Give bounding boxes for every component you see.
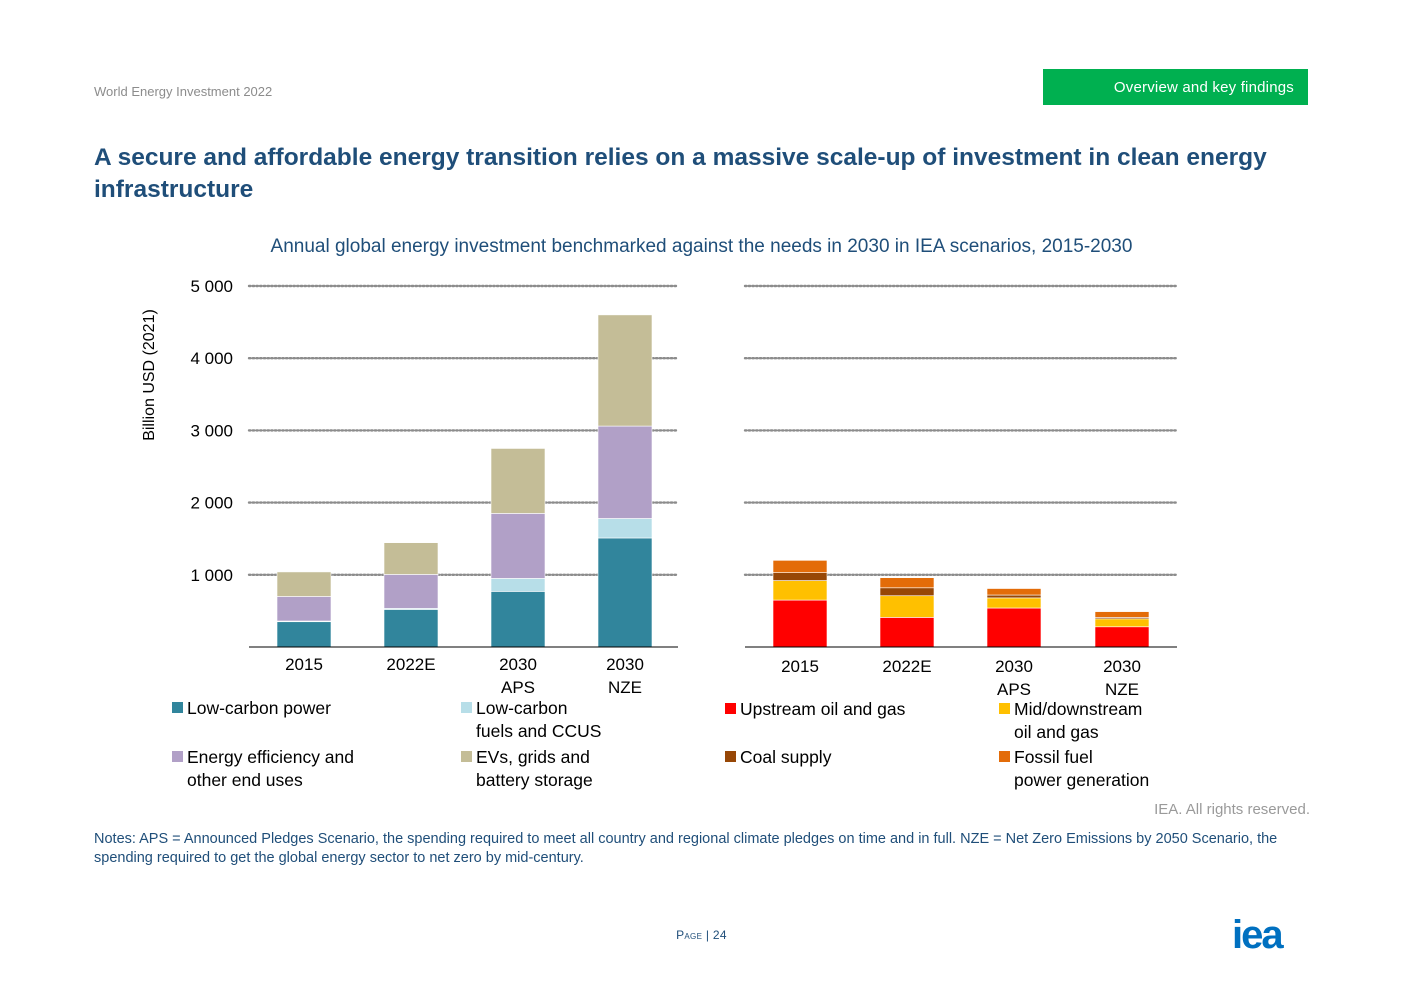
legend-label: Low-carbon power xyxy=(187,697,331,720)
section-tab[interactable]: Overview and key findings xyxy=(1043,69,1308,105)
legend-label-line: Energy efficiency and xyxy=(187,747,355,767)
legend-label-line: oil and gas xyxy=(1014,722,1099,742)
x-tick-label: 2030 xyxy=(1103,657,1141,676)
legend-swatch xyxy=(999,703,1010,714)
legend-swatch xyxy=(725,751,736,762)
rights-notice: IEA. All rights reserved. xyxy=(1154,801,1310,818)
y-axis-label: Billion USD (2021) xyxy=(141,309,158,441)
legend-label-line: Low-carbon power xyxy=(187,698,331,718)
legend-swatch xyxy=(461,702,472,713)
page-label: Page xyxy=(676,928,703,942)
y-tick-label: 2 000 xyxy=(190,494,233,513)
publication-title: World Energy Investment 2022 xyxy=(94,84,273,99)
legend-label: Fossil fuel power generation xyxy=(1014,746,1149,792)
legend-label: Energy efficiency and other end uses xyxy=(187,746,354,792)
bar-segment xyxy=(772,560,828,573)
bar-segment xyxy=(986,588,1042,596)
chart-notes: Notes: APS = Announced Pledges Scenario,… xyxy=(94,831,1278,866)
legend-swatch xyxy=(172,702,183,713)
page-number-value: 24 xyxy=(712,928,727,942)
bar-segment xyxy=(597,518,653,539)
bar-segment xyxy=(879,587,935,597)
legend-label-line: Coal supply xyxy=(740,747,832,767)
bar-segment xyxy=(1094,611,1150,618)
bar-segment xyxy=(879,577,935,589)
bar-segment xyxy=(1094,626,1150,648)
bar-segment xyxy=(986,607,1042,648)
legend-label-line: Mid/downstream xyxy=(1014,699,1143,719)
x-tick-label: APS xyxy=(997,680,1031,699)
legend-label-line: other end uses xyxy=(187,770,303,790)
bar-segment xyxy=(772,572,828,581)
iea-logo: iea xyxy=(1232,917,1286,951)
legend-swatch xyxy=(172,751,183,762)
bar-segment xyxy=(986,597,1042,609)
logo-text: iea xyxy=(1232,917,1284,951)
bar-segment xyxy=(772,599,828,648)
bar-segment xyxy=(986,594,1042,599)
x-tick-label: 2022E xyxy=(386,655,435,674)
bar-segment xyxy=(276,596,332,622)
legend-label-line: EVs, grids and xyxy=(476,747,590,767)
legend-swatch xyxy=(461,751,472,762)
page-number: Page | 24 xyxy=(0,928,1403,942)
legend-label-line: power generation xyxy=(1014,770,1150,790)
x-tick-label: 2030 xyxy=(606,655,644,674)
y-tick-label: 3 000 xyxy=(190,421,233,440)
y-tick-label: 1 000 xyxy=(190,566,233,585)
x-tick-label: NZE xyxy=(608,678,642,697)
legend-label: Mid/downstream oil and gas xyxy=(1014,698,1142,744)
bar-segment xyxy=(490,448,546,514)
legend-label-line: battery storage xyxy=(476,770,593,790)
bar-segment xyxy=(383,574,439,609)
bar-segment xyxy=(490,591,546,648)
chart-title-text: Annual global energy investment benchmar… xyxy=(270,236,1133,257)
bar-segment xyxy=(879,595,935,618)
chart-title: Annual global energy investment benchmar… xyxy=(0,236,1403,258)
chart-area: 1 000 2 000 3 000 4 000 5 000 2015 2022E 2030 AP… xyxy=(141,277,1179,699)
y-tick-label: 5 000 xyxy=(190,277,233,296)
bar-segment xyxy=(879,617,935,648)
bar-segment xyxy=(490,578,546,592)
bar-segment xyxy=(276,571,332,597)
x-tick-label: 2022E xyxy=(882,657,931,676)
bar-segment xyxy=(772,580,828,601)
legend-label: Coal supply xyxy=(740,746,831,769)
x-tick-label: 2015 xyxy=(285,655,323,674)
bar-segment xyxy=(597,425,653,519)
bar-segment xyxy=(383,609,439,648)
x-tick-label: NZE xyxy=(1105,680,1139,699)
legend-label-line: Fossil fuel xyxy=(1014,747,1093,767)
legend-label-line: fuels and CCUS xyxy=(476,721,602,741)
bar-segment xyxy=(490,513,546,579)
page-title: A secure and affordable energy transitio… xyxy=(94,144,1267,203)
legend-label-line: Upstream oil and gas xyxy=(740,699,906,719)
bar-segment xyxy=(597,537,653,648)
x-tick-label: 2030 xyxy=(499,655,537,674)
x-tick-label: APS xyxy=(501,678,535,697)
legend-label: Low-carbon fuels and CCUS xyxy=(476,697,601,743)
legend-label: Upstream oil and gas xyxy=(740,698,905,721)
legend-swatch xyxy=(999,751,1010,762)
bar-segment xyxy=(597,314,653,427)
x-tick-label: 2030 xyxy=(995,657,1033,676)
x-tick-label: 2015 xyxy=(781,657,819,676)
bar-segment xyxy=(383,542,439,575)
legend-swatch xyxy=(725,703,736,714)
legend-label: EVs, grids and battery storage xyxy=(476,746,593,792)
page-separator: | xyxy=(705,928,710,942)
bar-segment xyxy=(1094,618,1150,628)
legend-label-line: Low-carbon xyxy=(476,698,568,718)
bar-segment xyxy=(276,621,332,648)
y-tick-label: 4 000 xyxy=(190,349,233,368)
